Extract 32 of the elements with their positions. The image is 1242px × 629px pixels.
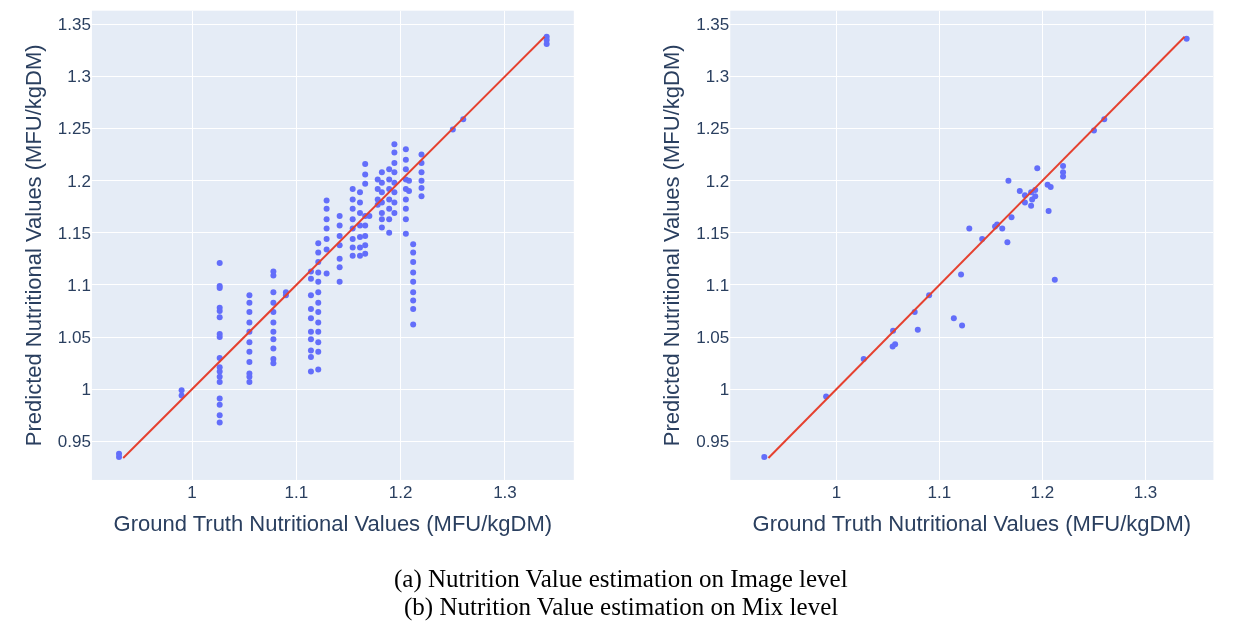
y-tick-label: 1.05 xyxy=(696,328,730,348)
y-tick-label: 0.95 xyxy=(57,432,91,452)
y-tick-label: 1.1 xyxy=(705,275,730,295)
text: (a) Nutrition Value estimation on Image level xyxy=(394,565,848,593)
y-tick-label: 1.2 xyxy=(67,171,91,191)
y-tick-label: 1.15 xyxy=(57,223,91,243)
x-tick-label: 1 xyxy=(831,482,842,502)
x-tick-label: 1.2 xyxy=(1030,482,1055,502)
y-tick-label: 1 xyxy=(81,380,91,400)
y-tick-label: 1.25 xyxy=(57,119,91,139)
x-axis-title: Ground Truth Nutritional Values (MFU/kgDM) xyxy=(113,510,553,536)
x-tick-label: 1.1 xyxy=(284,482,309,502)
y-tick-label: 1.2 xyxy=(705,171,730,191)
y-tick-label: 1.35 xyxy=(57,15,91,35)
x-tick-label: 1 xyxy=(187,482,197,502)
x-tick-label: 1.1 xyxy=(927,482,952,502)
x-tick-label: 1.3 xyxy=(1133,482,1158,502)
y-axis-title: Predicted Nutritional Values (MFU/kgDM) xyxy=(20,44,46,447)
y-tick-label: 1.35 xyxy=(696,15,730,35)
x-tick-label: 1.2 xyxy=(388,482,413,502)
x-tick-label: 1.3 xyxy=(493,482,517,502)
y-tick-label: 1.3 xyxy=(705,67,730,87)
y-tick-label: 1 xyxy=(719,380,730,400)
y-tick-label: 1.15 xyxy=(696,223,730,243)
y-tick-label: 0.95 xyxy=(696,432,730,452)
text: (b) Nutrition Value estimation on Mix level xyxy=(404,593,839,621)
y-tick-label: 1.25 xyxy=(696,119,730,139)
x-axis-title: Ground Truth Nutritional Values (MFU/kgDM) xyxy=(752,510,1192,536)
y-tick-label: 1.05 xyxy=(57,328,91,348)
y-axis-title: Predicted Nutritional Values (MFU/kgDM) xyxy=(659,44,684,447)
y-tick-label: 1.3 xyxy=(67,67,91,87)
y-tick-label: 1.1 xyxy=(67,275,91,295)
